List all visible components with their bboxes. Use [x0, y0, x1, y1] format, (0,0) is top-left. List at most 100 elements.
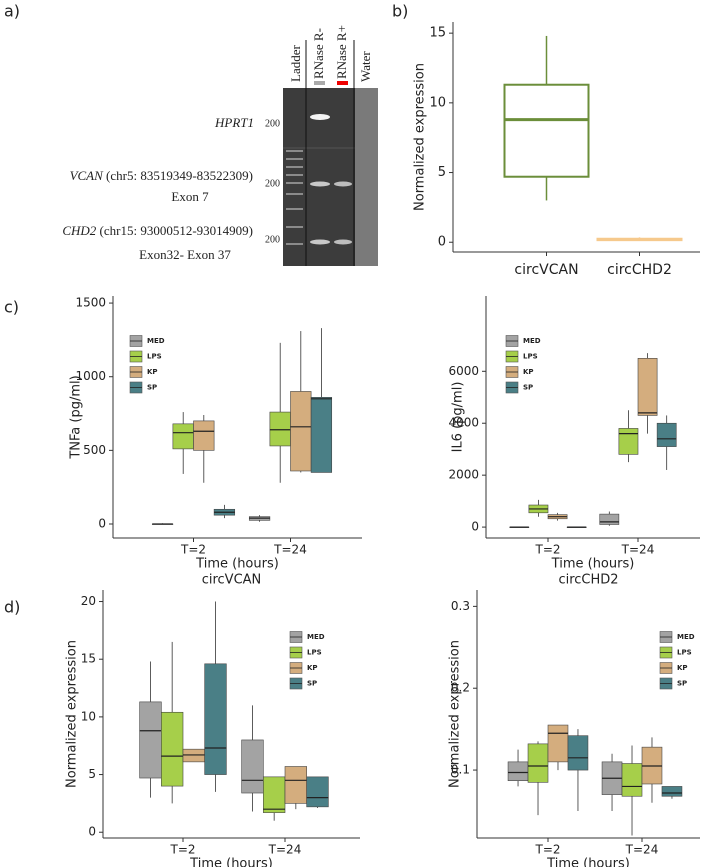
exon-label: Exon 7 [171, 189, 209, 204]
y-tick-label: 5 [88, 767, 96, 781]
locus: (chr5: 83519349-83522309) [106, 168, 253, 183]
lane-label: Ladder [288, 45, 303, 82]
locus: (chr15: 93000512-93014909) [100, 223, 253, 238]
y-tick-label: 0 [98, 517, 106, 531]
y-tick-label: 10 [429, 95, 446, 110]
exon-label: Exon32- Exon 37 [139, 247, 231, 262]
lane-marker [314, 81, 325, 85]
x-tick-label: T=2 [169, 843, 195, 857]
legend-label: LPS [523, 353, 538, 361]
legend-label: LPS [147, 353, 162, 361]
y-tick-label: 0 [471, 520, 479, 534]
band [334, 181, 352, 187]
y-tick-label: 0.2 [451, 681, 470, 695]
x-axis-title: Time (hours) [546, 857, 630, 867]
legend-label: MED [307, 633, 325, 641]
lane-label: Water [358, 51, 373, 82]
chart-title: circVCAN [202, 573, 262, 588]
box [618, 428, 639, 455]
x-tick-label: circCHD2 [607, 262, 672, 278]
y-tick-label: 5 [438, 165, 446, 180]
box [263, 776, 286, 813]
chart: 0 5 10 15 Normalized expression circVCAN circC… [413, 22, 700, 278]
legend-label: SP [677, 680, 687, 688]
legend-label: MED [147, 337, 165, 345]
box [241, 739, 264, 794]
box [310, 397, 333, 473]
box [527, 743, 549, 783]
y-tick-label: 10 [81, 709, 96, 723]
chart: 0 2000 4000 6000 Time (hours) IL6 (pg/ml) T=2 T… [448, 296, 700, 572]
panel-label: a) [4, 2, 20, 21]
legend-label: KP [307, 664, 318, 672]
lane-marker [337, 81, 348, 85]
chart-title: circCHD2 [558, 573, 618, 588]
box [661, 786, 683, 797]
x-axis-title: Time (hours) [551, 557, 635, 572]
size-marker: 200 [265, 234, 280, 245]
box [503, 83, 590, 178]
gene-label: VCAN [70, 168, 105, 183]
y-axis-title: Normalized expression [65, 640, 80, 788]
y-tick-label: 0 [438, 235, 446, 250]
x-axis-title: Time (hours) [195, 557, 279, 572]
box [637, 358, 658, 416]
panel-label: b) [392, 2, 408, 21]
legend-label: SP [307, 680, 317, 688]
target-label: VCAN (chr5: 83519349-83522309) [70, 168, 253, 183]
y-tick-label: 6000 [448, 364, 479, 378]
legend-label: MED [677, 633, 695, 641]
y-axis-title: Normalized expression [413, 63, 428, 211]
x-tick-label: circVCAN [514, 262, 578, 278]
box [621, 763, 643, 797]
y-tick-label: 500 [83, 443, 106, 457]
chart: 0 5 10 15 20 circVCAN Time (hours) Normalized e… [65, 573, 360, 867]
gene-label: HPRT1 [214, 115, 254, 130]
box [547, 724, 569, 763]
box [290, 391, 312, 472]
x-axis-title: Time (hours) [189, 857, 273, 867]
box [567, 735, 589, 771]
y-axis-title: TNFa (pg/ml) [69, 375, 84, 459]
y-tick-label: 15 [81, 652, 96, 666]
box [193, 420, 215, 451]
y-tick-label: 4000 [448, 416, 479, 430]
gene-label: CHD2 [62, 223, 96, 238]
band [310, 181, 330, 187]
box [599, 513, 620, 525]
x-tick-label: T=24 [621, 543, 655, 557]
band [310, 239, 330, 245]
box [284, 766, 307, 804]
legend-label: MED [523, 337, 541, 345]
legend-label: LPS [677, 649, 692, 657]
legend-label: SP [523, 384, 533, 392]
y-tick-label: 2000 [448, 468, 479, 482]
water-lane [355, 88, 378, 266]
ladder-bands [286, 150, 303, 245]
x-tick-label: T=24 [268, 843, 302, 857]
x-tick-label: T=2 [534, 843, 560, 857]
legend-label: KP [523, 368, 534, 376]
y-tick-label: 0.3 [451, 599, 470, 613]
gel: Ladder RNase R- RNase R+ Water 200 200 2… [62, 25, 378, 266]
box [139, 701, 162, 779]
legend-label: LPS [307, 649, 322, 657]
band [334, 239, 352, 245]
panel-label: c) [4, 298, 19, 317]
band [310, 114, 330, 120]
y-tick-label: 1500 [75, 296, 106, 310]
size-marker: 200 [265, 118, 280, 129]
size-marker: 200 [265, 178, 280, 189]
box [656, 422, 677, 447]
y-tick-label: 20 [81, 594, 96, 608]
lane-label: RNase R- [311, 28, 326, 79]
box [161, 711, 184, 787]
y-tick-label: 1000 [75, 369, 106, 383]
y-axis-title: Normalized expression [448, 640, 463, 788]
lane-label: RNase R+ [334, 25, 349, 79]
x-tick-label: T=2 [534, 543, 560, 557]
chart: 0.1 0.2 0.3 circCHD2 Time (hours) Normalized … [448, 573, 700, 867]
y-axis-title: IL6 (pg/ml) [451, 382, 466, 453]
x-tick-label: T=24 [273, 543, 307, 557]
